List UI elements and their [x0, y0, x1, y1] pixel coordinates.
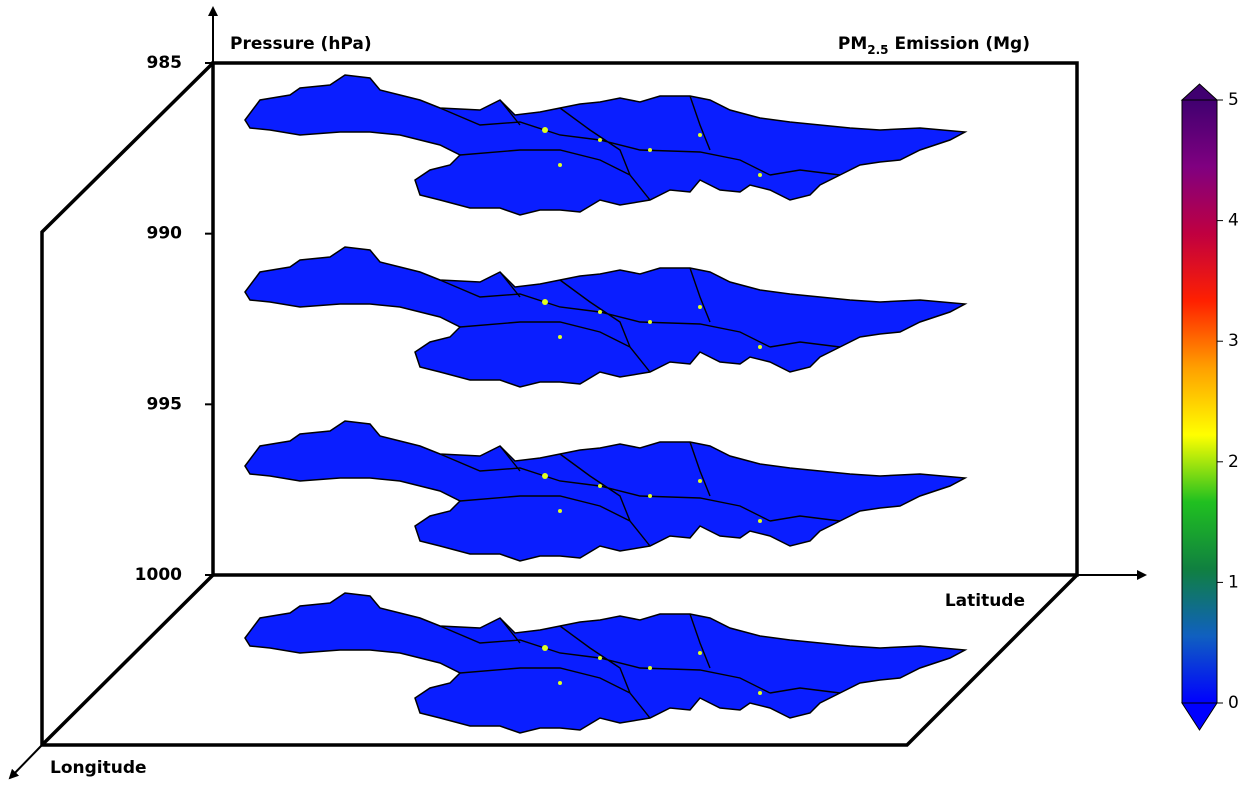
map-layer — [245, 421, 965, 561]
colorbar-tick-label: 5 — [1228, 90, 1239, 110]
map-layer — [245, 247, 965, 387]
colorbar-tick-label: 0 — [1228, 693, 1239, 713]
y-label: Longitude — [50, 758, 147, 778]
colorbar-extend-min — [1182, 703, 1217, 730]
figure: Pressure (hPa) PM2.5 Emission (Mg) Latit… — [0, 0, 1250, 785]
z-tick-label: 985 — [147, 53, 183, 73]
y-axis — [10, 745, 42, 778]
colorbar-extend-max — [1182, 84, 1217, 100]
title-subscript: 2.5 — [867, 43, 888, 57]
z-label: Pressure (hPa) — [230, 34, 372, 54]
title-part: Emission (Mg) — [889, 34, 1030, 54]
colorbar-tick-label: 2 — [1228, 452, 1239, 472]
colorbar-tick-label: 3 — [1228, 331, 1239, 351]
colorbar — [1182, 100, 1217, 703]
z-tick-label: 995 — [147, 394, 183, 414]
map-layer — [245, 593, 965, 733]
map-layer — [245, 75, 965, 215]
colorbar-tick-label: 1 — [1228, 572, 1239, 592]
title: PM2.5 Emission (Mg) — [838, 34, 1030, 57]
x-label: Latitude — [945, 591, 1025, 611]
title-part: PM — [838, 34, 867, 54]
colorbar-tick-label: 4 — [1228, 211, 1239, 231]
z-tick-label: 990 — [147, 224, 183, 244]
z-tick-label: 1000 — [135, 565, 182, 585]
